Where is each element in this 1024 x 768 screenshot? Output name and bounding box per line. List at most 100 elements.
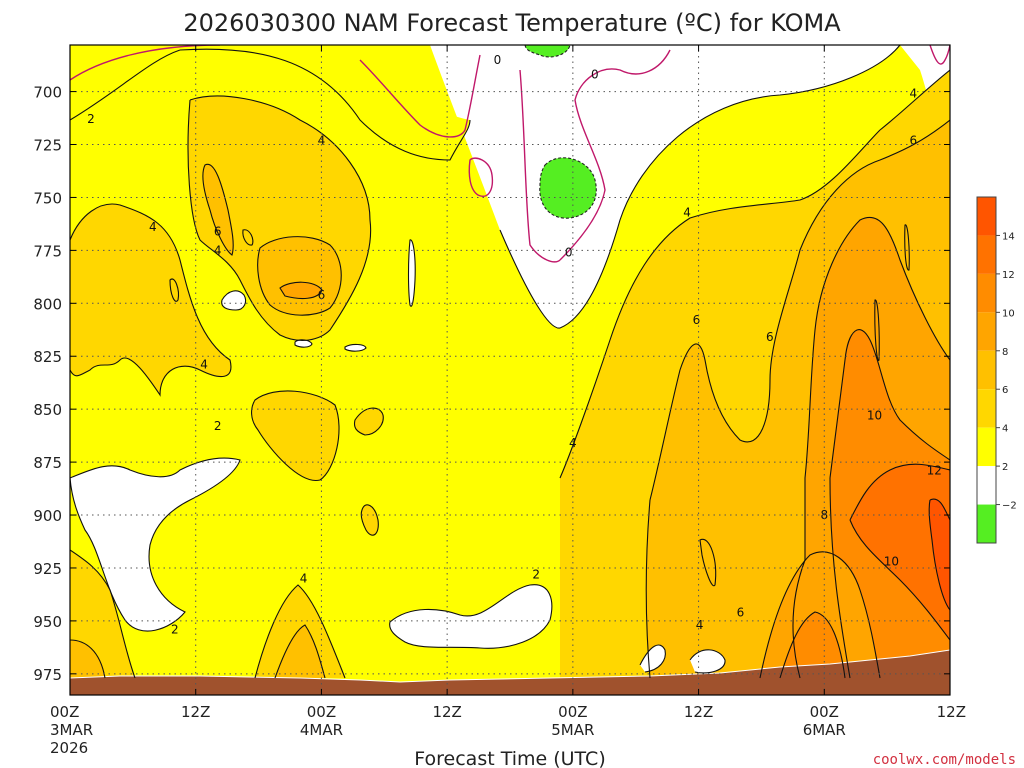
contour-line [829, 329, 950, 479]
contour-line [179, 48, 471, 161]
x-tick-label: 12Z [684, 703, 713, 721]
field-cold-bottom-mid [389, 584, 552, 649]
contour-line [353, 407, 384, 436]
contour-label: 6 [693, 313, 701, 327]
contour-line [251, 390, 340, 481]
contour-line [389, 584, 553, 649]
contour-line [804, 217, 950, 479]
x-tick-label: 4MAR [300, 721, 343, 739]
contour-label: 2 [214, 419, 222, 433]
contour-label: 4 [318, 133, 326, 147]
y-tick-label: 800 [33, 295, 62, 313]
contour-line [344, 343, 367, 352]
colorbar-label: 14 [1002, 231, 1015, 242]
y-tick-label: 700 [33, 84, 62, 102]
y-tick-label: 950 [33, 613, 62, 631]
contour-line [928, 499, 950, 611]
x-tick-label: 12Z [181, 703, 210, 721]
contour-line [70, 49, 181, 121]
contours-zero [70, 45, 950, 263]
contour-line [221, 290, 247, 311]
grid-lines [70, 45, 950, 695]
colorbar-label: 4 [1002, 424, 1008, 435]
colorbar-label: 6 [1002, 385, 1008, 396]
field-green-top [525, 45, 570, 57]
field-top-warm-band [70, 45, 470, 160]
contour-line [242, 229, 254, 246]
field-warm-small-left [202, 164, 234, 255]
x-tick-label: 00Z [307, 703, 336, 721]
contours [70, 45, 950, 679]
colorbar-label: −2 [1002, 501, 1017, 512]
y-tick-label: 725 [33, 137, 62, 155]
contour-label: 10 [867, 409, 882, 423]
contour-label: 4 [569, 436, 577, 450]
contour-line [849, 463, 950, 521]
contour-label: 4 [200, 358, 208, 372]
colorbar-bin [977, 273, 996, 313]
contour-label: 6 [214, 224, 222, 238]
contour-label: 0 [494, 53, 502, 67]
colorbar-label: 8 [1002, 347, 1008, 358]
x-tick-label: 00Z [810, 703, 839, 721]
y-tick-label: 750 [33, 189, 62, 207]
contour-line [649, 119, 950, 501]
contour-label: 0 [591, 68, 599, 82]
field-cold-tiny-2 [345, 344, 366, 352]
x-tick-label: 00Z [558, 703, 587, 721]
contour-line [202, 163, 234, 256]
contour-line [904, 224, 910, 271]
field-warm-mid-tiny [361, 504, 379, 536]
contour-label: 6 [910, 133, 918, 147]
y-tick-label: 775 [33, 242, 62, 260]
contour-line [257, 236, 342, 316]
field-warm-left [70, 204, 231, 395]
contour-line-zero [468, 157, 494, 197]
contour-line [169, 278, 179, 302]
colorbar-bin [977, 389, 996, 428]
chart-title: 2026030300 NAM Forecast Temperature (ºC)… [183, 9, 841, 37]
field-warm-upper-core [257, 236, 342, 316]
x-tick-label: 12Z [937, 703, 966, 721]
contour-label: 6 [737, 605, 745, 619]
ground-edge [70, 649, 950, 683]
contour-line [699, 538, 717, 587]
contour-line [792, 478, 806, 679]
contour-line-zero [70, 45, 221, 81]
contours-dashed [524, 45, 597, 219]
x-axis-label: Forecast Time (UTC) [414, 748, 605, 768]
field-warm-right-14 [929, 499, 950, 610]
colorbar-bin [977, 312, 996, 351]
y-tick-label: 875 [33, 454, 62, 472]
y-tick-label: 825 [33, 348, 62, 366]
contour-label: 4 [683, 205, 691, 219]
contour-line-zero [929, 45, 950, 65]
contour-label: 6 [766, 330, 774, 344]
field-cold-tiny-1 [295, 339, 312, 348]
field-cold-right-edge [900, 45, 950, 160]
colorbar-label: 12 [1002, 270, 1015, 281]
contour-line [279, 281, 323, 300]
contour-line [849, 519, 950, 641]
contour-label: 4 [696, 618, 704, 632]
contour-label: 2 [87, 112, 95, 126]
field-cold-upper-left-small [221, 290, 246, 310]
colorbar-bin [977, 197, 996, 236]
x-tick-label: 6MAR [803, 721, 846, 739]
contour-line [70, 639, 106, 679]
colorbar-bin [977, 350, 996, 390]
contour-label: 0 [565, 245, 573, 259]
contour-label: 4 [214, 243, 222, 257]
contour-line [759, 551, 881, 679]
colorbar-bin [977, 427, 996, 467]
x-tick-label: 3MAR [50, 721, 93, 739]
contour-line [70, 203, 232, 397]
field-cold-lower-left [70, 458, 240, 632]
field-warm-mid-small [354, 408, 384, 435]
y-tick-label: 975 [33, 666, 62, 684]
contour-line [639, 644, 666, 673]
field-warm-bottom-mid-core [275, 625, 325, 678]
